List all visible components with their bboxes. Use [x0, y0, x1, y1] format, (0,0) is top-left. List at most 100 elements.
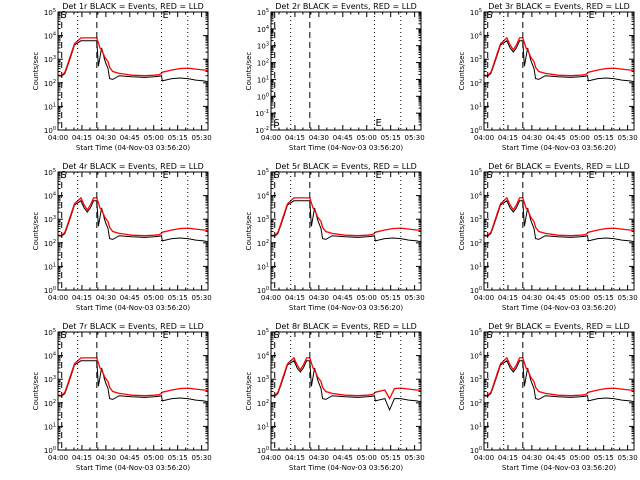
y-axis-label: Counts/sec — [32, 212, 40, 251]
y-tick-label: 100 — [257, 92, 269, 101]
series-line-lld — [483, 196, 635, 237]
marker-letter-label: E — [588, 170, 594, 181]
y-axis-label: Counts/sec — [32, 372, 40, 411]
x-tick-label: 04:15 — [72, 454, 92, 462]
x-tick-label: 05:30 — [192, 454, 212, 462]
x-tick-label: 04:00 — [48, 294, 68, 302]
y-tick-label: 105 — [257, 8, 269, 17]
panel-title: Det 4r BLACK = Events, RED = LLD — [62, 162, 204, 171]
x-tick-label: 04:30 — [96, 294, 116, 302]
series-line-lld — [270, 356, 422, 401]
plot-frame — [57, 11, 209, 131]
y-tick-label: 10-2 — [255, 126, 269, 135]
x-tick-label: 04:15 — [72, 134, 92, 142]
panel-title: Det 5r BLACK = Events, RED = LLD — [275, 162, 417, 171]
x-tick-label: 04:15 — [285, 454, 305, 462]
marker-letter-label: S — [486, 10, 492, 21]
x-tick-label: 05:30 — [618, 134, 638, 142]
y-tick-label: 102 — [44, 399, 56, 408]
marker-letter-label: E — [162, 10, 168, 21]
x-tick-label: 05:15 — [168, 294, 188, 302]
x-tick-label: 05:15 — [168, 134, 188, 142]
detector-panel: S E 100 101 102 103 104 105 04:00 04:15 04:30 04:45… — [458, 322, 638, 472]
y-tick-label: 102 — [470, 79, 482, 88]
x-axis-label: Start Time (04-Nov-03 03:56:20) — [289, 144, 403, 152]
x-tick-label: 04:45 — [333, 134, 353, 142]
y-tick-label: 101 — [257, 75, 269, 84]
x-tick-label: 04:00 — [48, 134, 68, 142]
y-tick-label: 100 — [470, 126, 482, 135]
x-tick-label: 04:45 — [120, 294, 140, 302]
x-tick-label: 05:15 — [381, 134, 401, 142]
x-tick-label: 04:30 — [96, 454, 116, 462]
y-tick-label: 101 — [44, 262, 56, 271]
x-tick-label: 05:30 — [405, 294, 425, 302]
y-tick-label: 100 — [470, 446, 482, 455]
panel-title: Det 2r BLACK = Events, RED = LLD — [275, 2, 417, 11]
y-tick-label: 104 — [44, 192, 56, 201]
y-axis-label: Counts/sec — [32, 52, 40, 91]
y-tick-label: 101 — [257, 262, 269, 271]
marker-letter-label: S — [273, 330, 279, 341]
y-tick-label: 104 — [44, 352, 56, 361]
y-tick-label: 102 — [257, 399, 269, 408]
y-tick-label: 101 — [44, 422, 56, 431]
y-tick-label: 103 — [257, 375, 269, 384]
x-tick-label: 05:00 — [357, 294, 377, 302]
y-tick-label: 100 — [470, 286, 482, 295]
y-tick-label: 101 — [470, 422, 482, 431]
x-tick-label: 04:00 — [261, 454, 281, 462]
panel-title: Det 1r BLACK = Events, RED = LLD — [62, 2, 204, 11]
panel-title: Det 3r BLACK = Events, RED = LLD — [488, 2, 630, 11]
y-axis-label: Counts/sec — [458, 52, 466, 91]
plot-frame — [483, 331, 635, 451]
panel-title: Det 8r BLACK = Events, RED = LLD — [275, 322, 417, 331]
y-tick-label: 103 — [257, 42, 269, 51]
x-tick-label: 04:00 — [474, 294, 494, 302]
marker-letter-label: S — [486, 330, 492, 341]
marker-letter-label: E — [375, 118, 381, 129]
x-tick-label: 04:00 — [261, 294, 281, 302]
x-axis-label: Start Time (04-Nov-03 03:56:20) — [502, 144, 616, 152]
marker-letter-label: S — [486, 170, 492, 181]
x-tick-label: 04:30 — [522, 294, 542, 302]
series-line-lld — [483, 36, 635, 77]
detector-panel: S E 100 101 102 103 104 105 04:00 04:15 04:30 04:45… — [458, 162, 638, 312]
y-tick-label: 101 — [44, 102, 56, 111]
series-line-lld — [270, 197, 422, 237]
y-tick-label: 103 — [44, 55, 56, 64]
y-tick-label: 102 — [470, 399, 482, 408]
y-axis-label: Counts/sec — [458, 212, 466, 251]
x-tick-label: 04:45 — [546, 294, 566, 302]
marker-letter-label: S — [273, 118, 279, 129]
y-tick-label: 105 — [470, 328, 482, 337]
x-tick-label: 05:15 — [381, 294, 401, 302]
y-tick-label: 103 — [44, 215, 56, 224]
x-axis-label: Start Time (04-Nov-03 03:56:20) — [76, 144, 190, 152]
marker-letter-label: E — [375, 330, 381, 341]
x-tick-label: 05:15 — [594, 454, 614, 462]
marker-letter-label: S — [60, 330, 66, 341]
x-tick-label: 04:45 — [546, 454, 566, 462]
x-tick-label: 04:15 — [498, 294, 518, 302]
detector-panel: S E 100 101 102 103 104 105 04:00 04:15 04:30 04:45… — [245, 322, 425, 472]
x-tick-label: 05:00 — [144, 134, 164, 142]
marker-letter-label: S — [60, 10, 66, 21]
x-tick-label: 04:00 — [48, 454, 68, 462]
y-tick-label: 102 — [257, 59, 269, 68]
y-axis-label: Counts/sec — [245, 52, 253, 91]
y-tick-label: 104 — [470, 352, 482, 361]
x-tick-label: 04:15 — [498, 454, 518, 462]
y-tick-label: 102 — [44, 239, 56, 248]
y-axis-label: Counts/sec — [458, 372, 466, 411]
detector-panel: S E 100 101 102 103 104 105 04:00 04:15 04:30 04:45… — [32, 162, 212, 312]
detector-panel: S E 100 101 102 103 104 105 04:00 04:15 04:30 04:45… — [32, 2, 212, 152]
plot-frame — [270, 11, 422, 131]
x-tick-label: 04:30 — [309, 134, 329, 142]
y-tick-label: 102 — [44, 79, 56, 88]
detector-panel: S E 10-2 10-1 100 101 102 103 104 105 04:00 04:15 04… — [245, 2, 425, 152]
series-line-lld — [57, 37, 209, 77]
y-tick-label: 104 — [470, 192, 482, 201]
y-tick-label: 105 — [44, 328, 56, 337]
y-tick-label: 104 — [257, 25, 269, 34]
